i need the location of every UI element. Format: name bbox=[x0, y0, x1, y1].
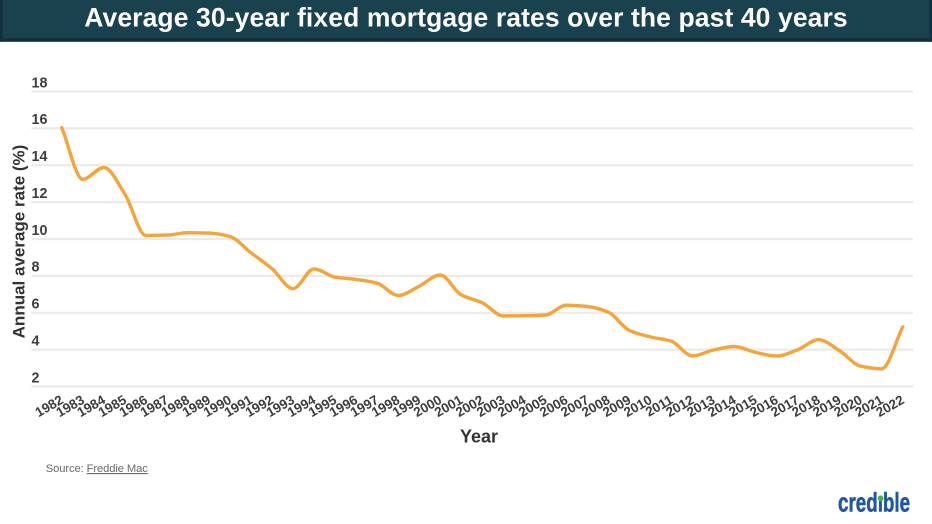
svg-text:credıble: credıble bbox=[838, 487, 910, 517]
svg-text:6: 6 bbox=[32, 297, 40, 313]
svg-text:10: 10 bbox=[32, 223, 48, 239]
svg-text:Year: Year bbox=[460, 426, 498, 446]
svg-text:2: 2 bbox=[32, 370, 40, 386]
svg-text:8: 8 bbox=[32, 260, 40, 276]
svg-text:Average 30-year fixed mortgage: Average 30-year fixed mortgage rates ove… bbox=[84, 3, 848, 33]
svg-text:14: 14 bbox=[32, 149, 48, 165]
svg-text:18: 18 bbox=[32, 75, 48, 91]
svg-text:4: 4 bbox=[32, 333, 40, 349]
svg-text:16: 16 bbox=[32, 112, 48, 128]
svg-text:Source: Freddie Mac: Source: Freddie Mac bbox=[46, 463, 148, 475]
svg-text:Annual average rate (%): Annual average rate (%) bbox=[10, 145, 29, 339]
svg-text:12: 12 bbox=[32, 186, 48, 202]
